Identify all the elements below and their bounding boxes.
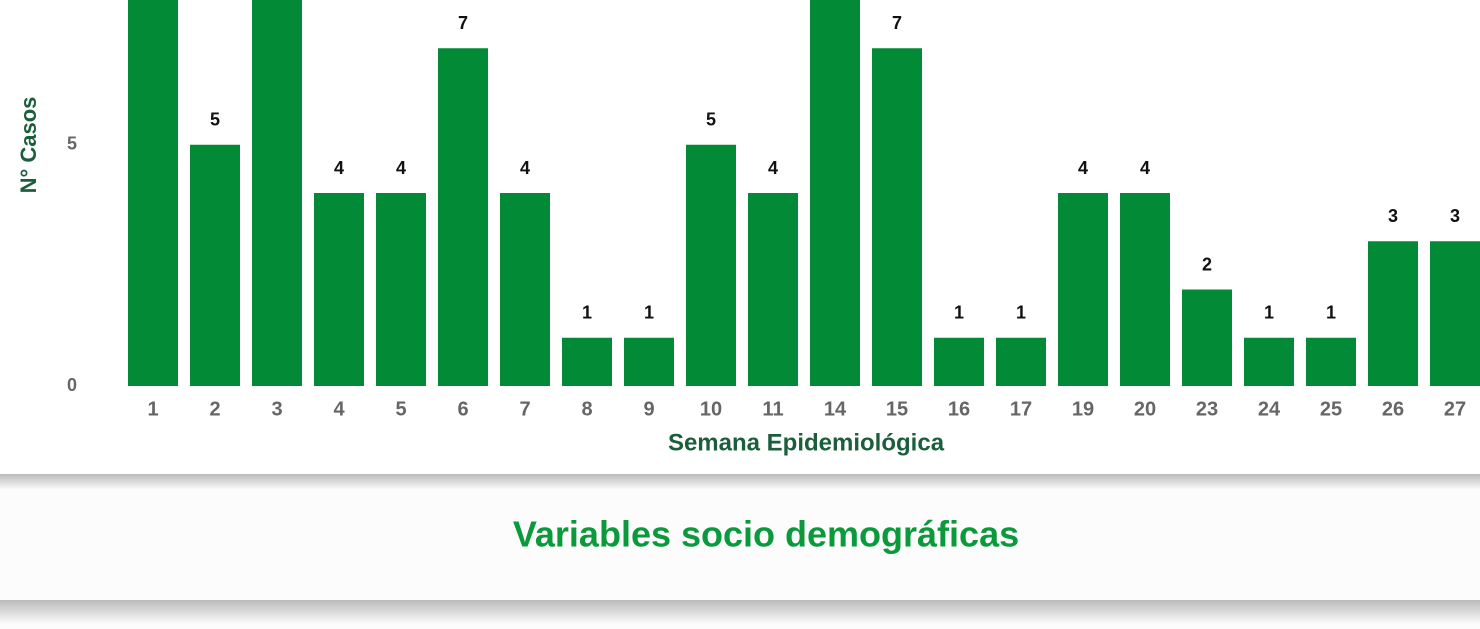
x-tick-label: 25 bbox=[1320, 398, 1342, 420]
bar bbox=[500, 193, 550, 386]
x-tick-label: 11 bbox=[762, 398, 783, 420]
x-tick-label: 26 bbox=[1382, 398, 1404, 420]
data-label: 5 bbox=[210, 110, 220, 130]
bar bbox=[1430, 241, 1480, 386]
x-axis-title: Semana Epidemiológica bbox=[668, 429, 945, 456]
x-tick-label: 1 bbox=[147, 398, 158, 420]
x-tick-label: 7 bbox=[519, 398, 530, 420]
chart-panel bbox=[0, 0, 1480, 474]
bar bbox=[128, 0, 178, 386]
bar bbox=[376, 193, 426, 386]
bar bbox=[1182, 289, 1232, 386]
x-tick-label: 17 bbox=[1010, 398, 1032, 420]
data-label: 7 bbox=[892, 13, 902, 33]
bar bbox=[1058, 193, 1108, 386]
data-label: 1 bbox=[954, 303, 964, 323]
panel-shadow bbox=[0, 600, 1480, 624]
bar bbox=[748, 193, 798, 386]
bar bbox=[562, 337, 612, 386]
data-label: 1 bbox=[582, 303, 592, 323]
data-label: 4 bbox=[768, 158, 778, 178]
bar bbox=[314, 193, 364, 386]
bar bbox=[624, 337, 674, 386]
bar bbox=[190, 144, 240, 386]
bar bbox=[1306, 337, 1356, 386]
x-tick-label: 19 bbox=[1072, 398, 1094, 420]
x-tick-label: 14 bbox=[824, 398, 847, 420]
data-label: 1 bbox=[1016, 303, 1026, 323]
data-label: 7 bbox=[458, 13, 468, 33]
data-label: 1 bbox=[1326, 303, 1336, 323]
bar bbox=[934, 337, 984, 386]
data-label: 4 bbox=[1140, 158, 1150, 178]
x-tick-label: 15 bbox=[886, 398, 908, 420]
bar bbox=[438, 48, 488, 386]
bar bbox=[1244, 337, 1294, 386]
x-tick-label: 24 bbox=[1258, 398, 1281, 420]
bar bbox=[810, 0, 860, 386]
x-tick-label: 27 bbox=[1444, 398, 1466, 420]
y-axis-title: N° Casos bbox=[16, 97, 41, 194]
x-tick-label: 9 bbox=[643, 398, 654, 420]
bar bbox=[1368, 241, 1418, 386]
data-label: 4 bbox=[334, 158, 344, 178]
data-label: 3 bbox=[1450, 206, 1460, 226]
bar bbox=[1120, 193, 1170, 386]
x-tick-label: 16 bbox=[948, 398, 970, 420]
x-tick-label: 6 bbox=[457, 398, 468, 420]
data-label: 1 bbox=[1264, 303, 1274, 323]
data-label: 2 bbox=[1202, 254, 1212, 274]
data-label: 4 bbox=[1078, 158, 1088, 178]
section-title: Variables socio demográficas bbox=[513, 514, 1019, 555]
y-tick-label: 0 bbox=[67, 375, 77, 395]
x-tick-label: 20 bbox=[1134, 398, 1156, 420]
x-tick-label: 3 bbox=[271, 398, 282, 420]
panel-shadow bbox=[0, 474, 1480, 490]
x-tick-label: 5 bbox=[395, 398, 406, 420]
data-label: 5 bbox=[706, 110, 716, 130]
x-tick-label: 10 bbox=[700, 398, 722, 420]
x-tick-label: 2 bbox=[209, 398, 220, 420]
data-label: 4 bbox=[396, 158, 406, 178]
x-tick-label: 8 bbox=[581, 398, 592, 420]
bar bbox=[872, 48, 922, 386]
y-tick-label: 5 bbox=[67, 134, 77, 154]
data-label: 3 bbox=[1388, 206, 1398, 226]
bar bbox=[252, 0, 302, 386]
x-tick-label: 23 bbox=[1196, 398, 1218, 420]
bar bbox=[996, 337, 1046, 386]
data-label: 4 bbox=[520, 158, 530, 178]
data-label: 1 bbox=[644, 303, 654, 323]
x-tick-label: 4 bbox=[333, 398, 345, 420]
bar bbox=[686, 144, 736, 386]
